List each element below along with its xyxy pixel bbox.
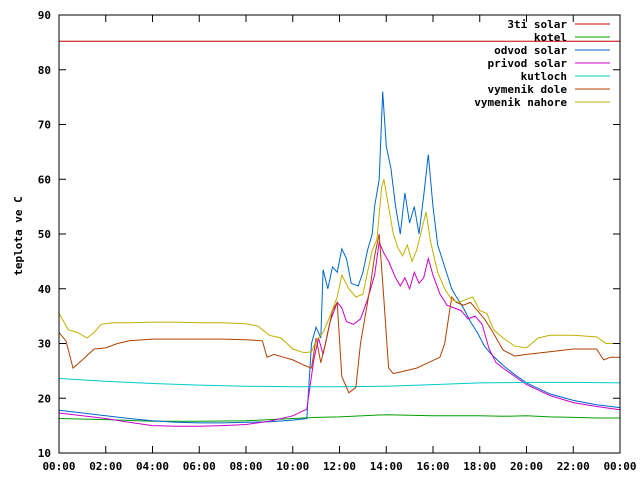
legend-label: kotel <box>534 31 567 44</box>
x-tick-label: 12:00 <box>323 460 356 473</box>
y-tick-label: 30 <box>38 338 51 351</box>
y-tick-label: 40 <box>38 283 51 296</box>
series-line-kotel <box>58 414 620 422</box>
x-tick-label: 14:00 <box>370 460 403 473</box>
x-tick-label: 02:00 <box>89 460 122 473</box>
y-tick-label: 20 <box>38 392 51 405</box>
y-tick-label: 70 <box>38 119 51 132</box>
x-tick-label: 06:00 <box>183 460 216 473</box>
y-tick-label: 10 <box>38 447 51 460</box>
x-tick-label: 04:00 <box>136 460 169 473</box>
series-layer <box>58 40 621 427</box>
series-line-privod-solar <box>58 240 621 427</box>
series-line-vymenik-dole <box>58 233 620 394</box>
legend-label: 3ti solar <box>507 18 567 31</box>
series-line-kutloch <box>58 378 621 388</box>
series-line-odvod-solar <box>58 91 621 424</box>
y-tick-label: 60 <box>38 173 51 186</box>
x-tick-label: 08:00 <box>229 460 262 473</box>
y-tick-label: 90 <box>38 9 51 22</box>
y-tick-label: 80 <box>38 64 51 77</box>
legend-label: vymenik dole <box>488 83 568 96</box>
x-tick-label: 16:00 <box>416 460 449 473</box>
y-axis-label: teplota ve C <box>12 196 25 275</box>
legend-label: odvod solar <box>494 44 567 57</box>
x-tick-label: 00:00 <box>603 460 636 473</box>
y-tick-label: 50 <box>38 228 51 241</box>
series-line-vymenik-nahore <box>58 179 620 354</box>
x-tick-label: 18:00 <box>463 460 496 473</box>
axes-layer: 10 20 30 40 50 60 70 80 90 00:00 02:00 04:00 06:00 08… <box>38 9 637 473</box>
x-tick-label: 20:00 <box>510 460 543 473</box>
legend-label: privod solar <box>488 57 568 70</box>
legend-label: kutloch <box>521 70 567 83</box>
legend-label: vymenik nahore <box>474 96 567 109</box>
x-tick-label: 22:00 <box>557 460 590 473</box>
x-tick-label: 00:00 <box>42 460 75 473</box>
x-tick-label: 10:00 <box>276 460 309 473</box>
